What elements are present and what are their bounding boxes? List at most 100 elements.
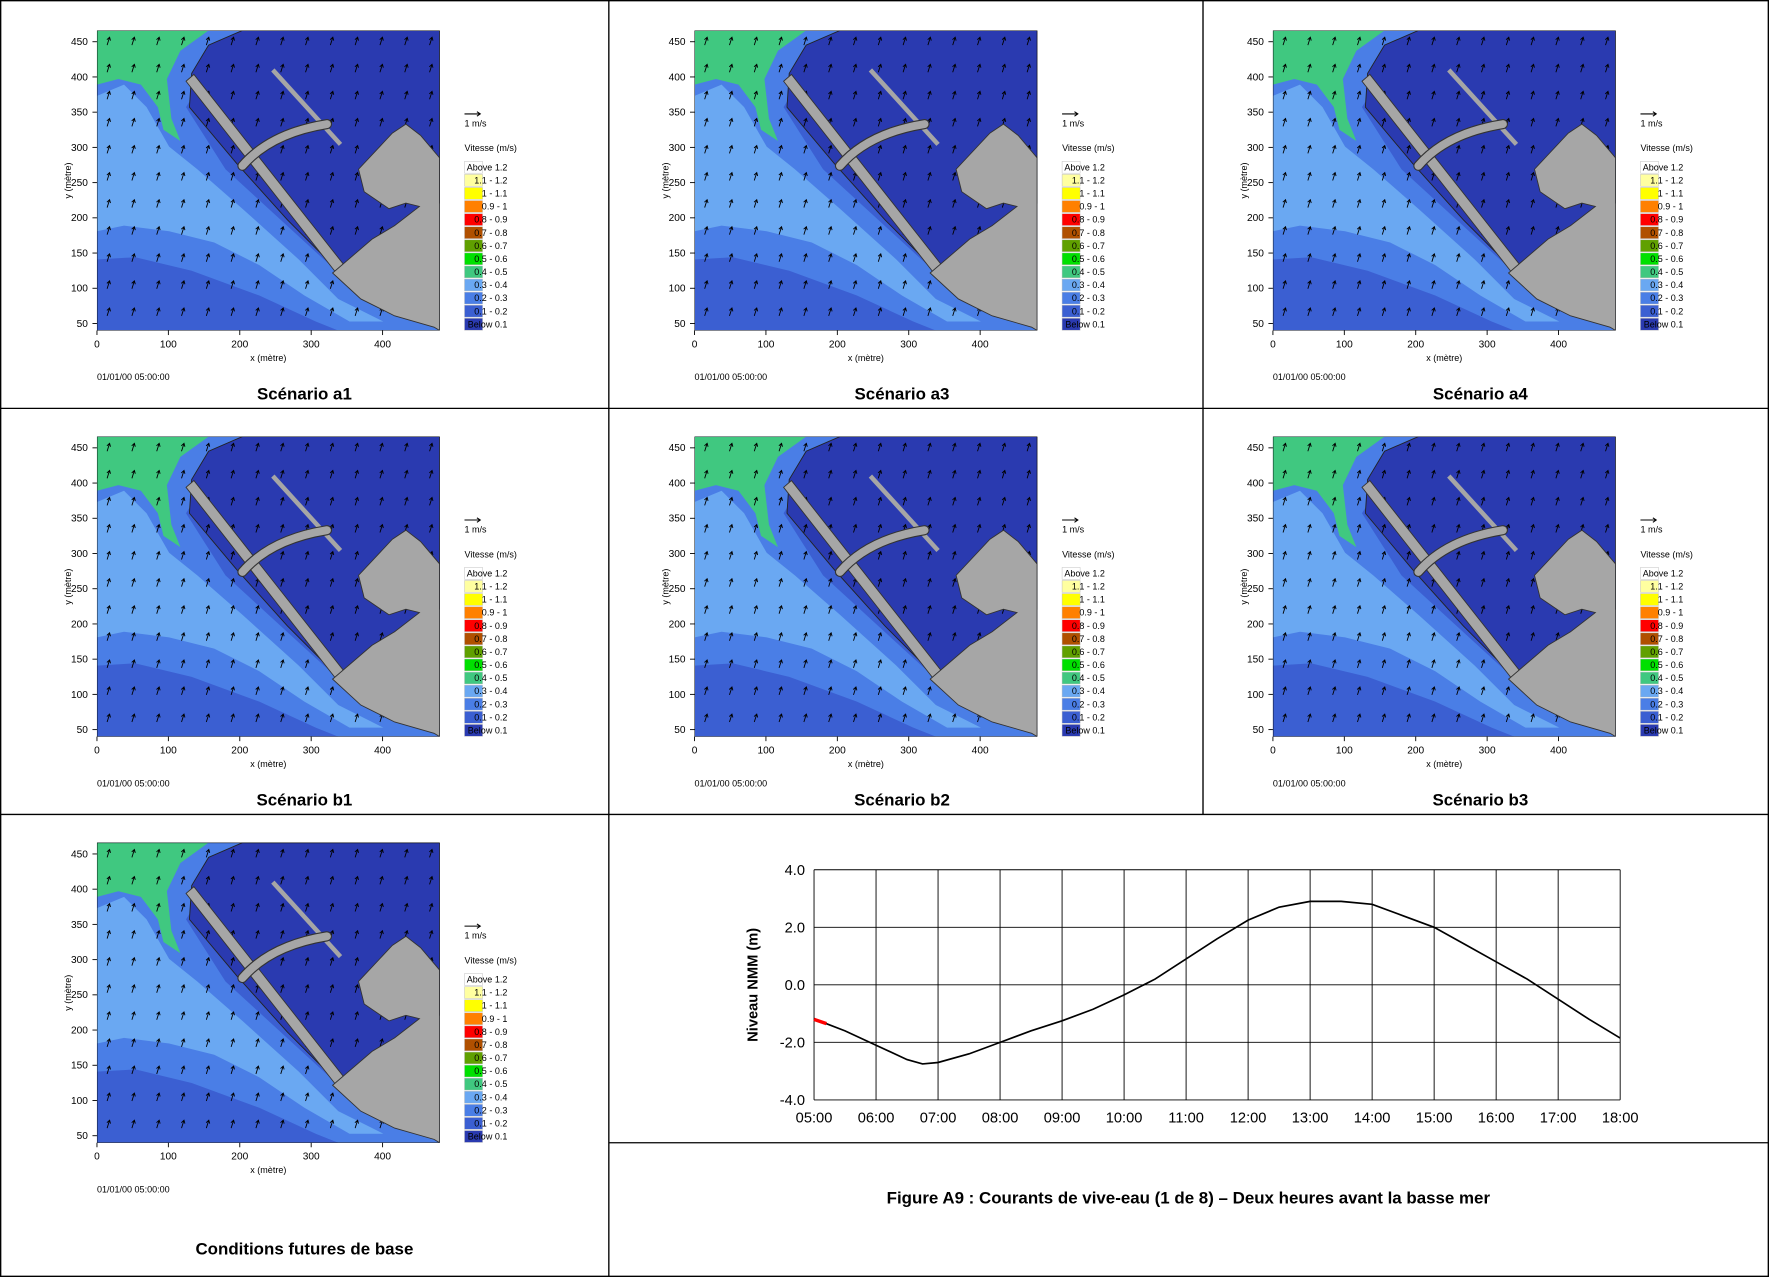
y-tick-label: 250 xyxy=(669,584,686,595)
x-tick-label: 16:00 xyxy=(1478,1110,1515,1126)
y-tick-label: 250 xyxy=(71,584,88,595)
legend-label: 0.4 - 0.5 xyxy=(474,673,507,683)
y-axis-label: y (mètre) xyxy=(661,162,671,198)
legend-label: 0.4 - 0.5 xyxy=(1072,673,1105,683)
x-tick-label: 200 xyxy=(1407,339,1424,350)
x-tick-label: 0 xyxy=(1270,339,1276,350)
legend-label: 0.4 - 0.5 xyxy=(474,267,507,277)
map-panel: 0 100 200 300 400 50 100 150 200 250 300 350 400 450 x… xyxy=(63,843,517,1258)
x-tick-label: 400 xyxy=(1550,746,1567,757)
x-tick-label: 0 xyxy=(692,746,698,757)
legend-label: 1.1 - 1.2 xyxy=(1650,175,1683,185)
legend-swatch xyxy=(1061,711,1081,724)
timestamp: 01/01/00 05:00:00 xyxy=(1273,778,1346,788)
x-tick-label: 06:00 xyxy=(858,1110,895,1126)
legend-label: Below 0.1 xyxy=(468,1132,508,1142)
y-tick-label: 150 xyxy=(1247,248,1264,259)
legend-label: Below 0.1 xyxy=(1065,725,1105,735)
legend-swatch xyxy=(1061,278,1081,292)
legend-label: 0.6 - 0.7 xyxy=(474,647,507,657)
legend-label: 0.2 - 0.3 xyxy=(1650,293,1683,303)
legend-swatch xyxy=(1640,174,1659,187)
y-tick-label: 400 xyxy=(71,478,88,489)
x-tick-label: 200 xyxy=(829,746,846,757)
scale-label: 1 m/s xyxy=(465,524,488,534)
y-axis-label: y (mètre) xyxy=(63,162,73,198)
y-tick-label: 200 xyxy=(1247,619,1264,630)
legend-label: 0.6 - 0.7 xyxy=(1650,241,1683,251)
legend-label: Above 1.2 xyxy=(1064,568,1105,578)
legend-swatch xyxy=(1061,174,1081,187)
y-tick-label: 300 xyxy=(71,143,88,154)
y-tick-label: 250 xyxy=(1247,178,1264,189)
scale-arrow xyxy=(464,111,482,117)
scale-arrow xyxy=(1062,517,1079,523)
legend-label: 0.2 - 0.3 xyxy=(1072,293,1105,303)
y-tick-label: 50 xyxy=(1253,319,1265,330)
map-panel: 0 100 200 300 400 50 100 150 200 250 300 350 400 450 x… xyxy=(63,437,517,809)
x-tick-label: 200 xyxy=(231,1152,248,1163)
legend-swatch xyxy=(464,1078,483,1091)
legend-label: 0.5 - 0.6 xyxy=(1072,660,1105,670)
legend-swatch xyxy=(1061,658,1081,672)
legend-label: Above 1.2 xyxy=(467,162,508,172)
legend-swatch xyxy=(464,986,483,999)
scale-arrow xyxy=(1640,517,1658,523)
y-axis-label: Niveau NMM (m) xyxy=(746,928,762,1042)
legend-swatch xyxy=(464,619,483,632)
legend-swatch xyxy=(464,999,483,1012)
legend-label: 1 - 1.1 xyxy=(1079,189,1105,199)
legend-label: 0.7 - 0.8 xyxy=(1072,634,1105,644)
legend-label: 0.5 - 0.6 xyxy=(474,660,507,670)
y-tick-label: 400 xyxy=(669,72,686,83)
y-tick-label: 350 xyxy=(1247,514,1264,525)
legend-label: 0.3 - 0.4 xyxy=(474,686,507,696)
legend-title: Vitesse (m/s) xyxy=(1062,143,1114,153)
legend-label: 0.1 - 0.2 xyxy=(1072,306,1105,316)
y-tick-label: 2.0 xyxy=(785,920,805,936)
legend-swatch xyxy=(464,305,483,318)
legend-swatch xyxy=(464,239,483,252)
legend-label: 1.1 - 1.2 xyxy=(474,988,507,998)
legend-swatch xyxy=(1640,161,1659,174)
y-tick-label: 50 xyxy=(674,319,686,330)
y-tick-label: 50 xyxy=(674,725,686,736)
legend-swatch xyxy=(464,213,483,226)
x-tick-label: 300 xyxy=(900,746,917,757)
y-tick-label: 150 xyxy=(1247,655,1264,666)
legend-label: Below 0.1 xyxy=(1644,319,1684,329)
legend-label: 0.6 - 0.7 xyxy=(1650,647,1683,657)
x-tick-label: 400 xyxy=(374,339,391,350)
legend-swatch xyxy=(1640,698,1659,711)
y-tick-label: 350 xyxy=(71,108,88,119)
x-axis-label: x (mètre) xyxy=(1426,759,1462,769)
x-tick-label: 400 xyxy=(972,339,989,350)
x-tick-label: 300 xyxy=(1479,746,1496,757)
x-tick-label: 100 xyxy=(757,339,774,350)
x-tick-label: 10:00 xyxy=(1106,1110,1143,1126)
legend-label: 1 - 1.1 xyxy=(1658,595,1684,605)
legend-swatch xyxy=(464,200,483,213)
legend-swatch xyxy=(1640,567,1659,580)
legend-label: 0.1 - 0.2 xyxy=(1650,306,1683,316)
legend-label: Below 0.1 xyxy=(1065,319,1105,329)
y-tick-label: 200 xyxy=(669,213,686,224)
scale-arrow xyxy=(464,517,482,523)
legend-label: 0.8 - 0.9 xyxy=(474,621,507,631)
legend-title: Vitesse (m/s) xyxy=(1640,143,1692,153)
legend-swatch xyxy=(1640,580,1659,593)
legend-title: Vitesse (m/s) xyxy=(465,955,517,965)
y-tick-label: 50 xyxy=(77,725,89,736)
x-tick-label: 100 xyxy=(160,1152,177,1163)
legend-label: 0.5 - 0.6 xyxy=(1072,254,1105,264)
legend-label: 0.1 - 0.2 xyxy=(474,712,507,722)
y-tick-label: 150 xyxy=(669,655,686,666)
y-tick-label: 200 xyxy=(1247,213,1264,224)
legend-label: 0.9 - 1 xyxy=(1658,608,1684,618)
legend-swatch xyxy=(464,1104,483,1117)
x-tick-label: 0 xyxy=(1270,746,1276,757)
legend-label: 1 - 1.1 xyxy=(482,189,508,199)
y-tick-label: 100 xyxy=(71,284,88,295)
y-tick-label: 300 xyxy=(1247,549,1264,560)
y-tick-label: 100 xyxy=(669,284,686,295)
